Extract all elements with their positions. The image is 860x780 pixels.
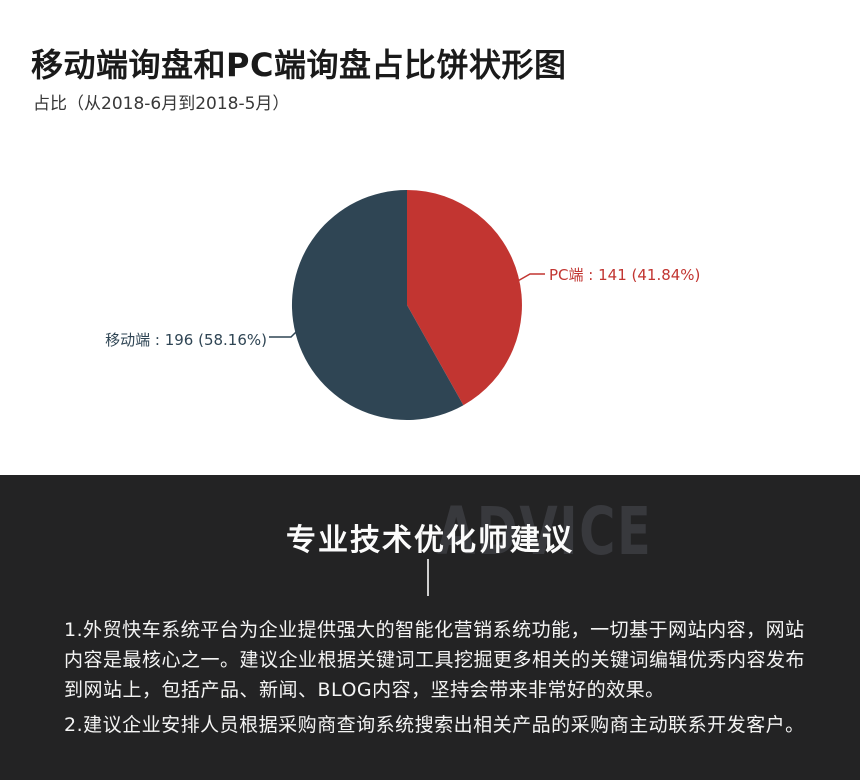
mobile-leader-line <box>269 328 300 338</box>
advice-heading: 专业技术优化师建议 <box>286 523 574 558</box>
advice-line-1: 1.外贸快车系统平台为企业提供强大的智能化营销系统功能，一切基于网站内容，网站 <box>64 619 805 641</box>
chart-section: 移动端询盘和PC端询盘占比饼状形图 占比（从2018-6月到2018-5月） P… <box>31 46 701 420</box>
advice-section: ADVICE 专业技术优化师建议 1.外贸快车系统平台为企业提供强大的智能化营销… <box>0 475 860 780</box>
advice-body: 1.外贸快车系统平台为企业提供强大的智能化营销系统功能，一切基于网站内容，网站 … <box>64 615 812 740</box>
pie-label-pc: PC端 : 141 (41.84%) <box>549 266 701 284</box>
page-subtitle: 占比（从2018-6月到2018-5月） <box>33 94 290 114</box>
advice-line-3: 到网站上，包括产品、新闻、BLOG内容，坚持会带来非常好的效果。 <box>64 679 665 701</box>
advice-line-2: 内容是最核心之一。建议企业根据关键词工具挖掘更多相关的关键词编辑优秀内容发布 <box>64 649 806 671</box>
pie-slice-pc[interactable] <box>407 190 522 406</box>
advice-line-4: 2.建议企业安排人员根据采购商查询系统搜索出相关产品的采购商主动联系开发客户。 <box>64 714 805 736</box>
pc-leader-line <box>515 273 545 283</box>
advice-watermark-text: ADVICE <box>437 493 653 570</box>
pie-label-mobile: 移动端 : 196 (58.16%) <box>105 331 267 349</box>
page-title: 移动端询盘和PC端询盘占比饼状形图 <box>31 46 567 84</box>
pie-slice-mobile[interactable] <box>291 190 464 420</box>
pie-chart <box>269 190 545 420</box>
vertical-divider <box>427 559 429 596</box>
